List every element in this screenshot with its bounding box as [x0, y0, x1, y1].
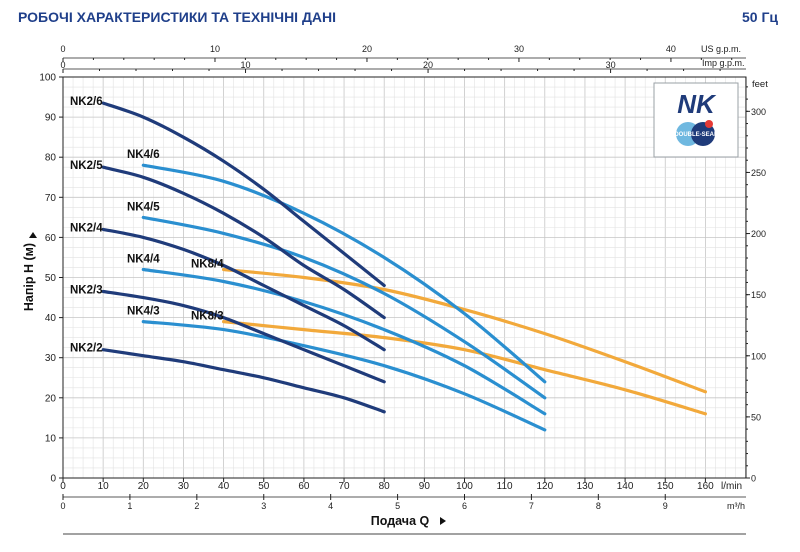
label-nk8-4: NK8/4 [191, 258, 224, 270]
m3h-tick-label: 1 [127, 501, 132, 511]
m3h-tick-label: 2 [194, 501, 199, 511]
x-tick-label: 10 [98, 481, 110, 492]
curve-nk4-3 [141, 320, 547, 432]
feet-tick-label: 100 [751, 351, 766, 361]
curve-labels: NK2/6 NK2/5 NK2/4 NK2/3 NK2/2 NK4/6 NK4/5 NK4/4… [70, 96, 224, 355]
y-tick-label: 100 [39, 73, 56, 84]
imp-tick-label: 0 [60, 60, 65, 70]
y-tick-label: 0 [50, 474, 56, 485]
curve-nk4-6 [141, 163, 547, 384]
chart-curves [101, 101, 707, 432]
feet-tick-label: 0 [751, 474, 756, 484]
x-unit-label: l/min [721, 481, 742, 492]
y-tick-label: 40 [45, 313, 57, 324]
x-axis-arrow-icon [440, 517, 446, 525]
curve-nk4-4 [141, 267, 547, 416]
curve-nk2-4 [101, 227, 386, 352]
feet-unit-label: feet [752, 79, 768, 90]
logo-text: NK [677, 89, 717, 119]
curve-nk8-3 [222, 320, 707, 416]
m3h-tick-label: 7 [529, 501, 534, 511]
y-axis-title: Напір H (м) [22, 243, 36, 311]
feet-tick-label: 250 [751, 168, 766, 178]
y-tick-label: 50 [45, 273, 57, 284]
curve-nk2-5 [101, 165, 386, 320]
y-tick-label: 10 [45, 433, 57, 444]
y-tick-label: 60 [45, 233, 57, 244]
feet-tick-label: 200 [751, 229, 766, 239]
label-nk4-3: NK4/3 [127, 306, 160, 318]
x-tick-label: 140 [617, 481, 634, 492]
us-tick-label: 0 [60, 44, 65, 54]
y-tick-label: 70 [45, 193, 57, 204]
us-unit-label: US g.p.m. [701, 44, 741, 54]
x-tick-label: 30 [178, 481, 190, 492]
m3h-tick-label: 4 [328, 501, 333, 511]
y-tick-label: 30 [45, 353, 57, 364]
x-tick-label: 20 [138, 481, 150, 492]
m3h-tick-label: 5 [395, 501, 400, 511]
x-tick-label: 110 [497, 481, 513, 492]
imp-tick-label: 20 [423, 60, 433, 70]
label-nk4-6: NK4/6 [127, 149, 160, 161]
x-tick-label: 70 [338, 481, 350, 492]
x-tick-label: 100 [456, 481, 473, 492]
x-tick-label: 130 [577, 481, 594, 492]
label-nk2-6: NK2/6 [70, 96, 103, 108]
x-tick-label: 120 [536, 481, 553, 492]
logo-badge: DOUBLE-SEAL [674, 132, 718, 138]
us-tick-label: 20 [362, 44, 372, 54]
label-nk8-3: NK8/3 [191, 311, 224, 323]
curve-nk4-5 [141, 215, 547, 400]
x-axis-title: Подача Q [371, 514, 430, 528]
feet-tick-label: 50 [751, 412, 761, 422]
label-nk2-3: NK2/3 [70, 285, 103, 297]
y-tick-label: 80 [45, 153, 57, 164]
us-tick-label: 10 [210, 44, 220, 54]
frequency-label: 50 Гц [741, 9, 778, 25]
x-tick-label: 40 [218, 481, 230, 492]
us-tick-label: 40 [666, 44, 676, 54]
feet-tick-label: 300 [751, 107, 766, 117]
x-tick-label: 50 [258, 481, 270, 492]
m3h-tick-label: 8 [596, 501, 601, 511]
m3h-unit-label: m³/h [727, 501, 745, 511]
curve-nk2-6 [101, 101, 386, 288]
x-tick-label: 0 [60, 481, 66, 492]
curve-nk2-3 [101, 289, 386, 384]
nk-logo: NK DOUBLE-SEAL [653, 82, 739, 158]
m3h-tick-label: 6 [462, 501, 467, 511]
curve-nk2-2 [101, 348, 386, 414]
m3h-tick-label: 3 [261, 501, 266, 511]
y-tick-label: 20 [45, 393, 57, 404]
label-nk2-4: NK2/4 [70, 222, 103, 234]
label-nk2-2: NK2/2 [70, 343, 103, 355]
x-tick-label: 80 [379, 481, 391, 492]
x-tick-label: 160 [697, 481, 714, 492]
m3h-tick-label: 9 [663, 501, 668, 511]
m3h-tick-label: 0 [60, 501, 65, 511]
logo-dot [705, 120, 713, 128]
label-nk2-5: NK2/5 [70, 160, 103, 172]
imp-unit-label: Imp g.p.m. [702, 58, 745, 68]
y-tick-label: 90 [45, 113, 57, 124]
x-tick-label: 60 [298, 481, 310, 492]
y-axis-arrow-icon [29, 232, 37, 238]
chart-grid [62, 76, 746, 479]
page-title: РОБОЧІ ХАРАКТЕРИСТИКИ ТА ТЕХНІЧНІ ДАНІ [18, 9, 337, 25]
label-nk4-4: NK4/4 [127, 253, 160, 265]
label-nk4-5: NK4/5 [127, 201, 160, 213]
x-tick-label: 90 [419, 481, 431, 492]
x-tick-label: 150 [657, 481, 674, 492]
imp-tick-label: 30 [606, 60, 616, 70]
us-tick-label: 30 [514, 44, 524, 54]
imp-tick-label: 10 [241, 60, 251, 70]
curve-nk8-4 [222, 267, 707, 394]
feet-tick-label: 150 [751, 290, 766, 300]
